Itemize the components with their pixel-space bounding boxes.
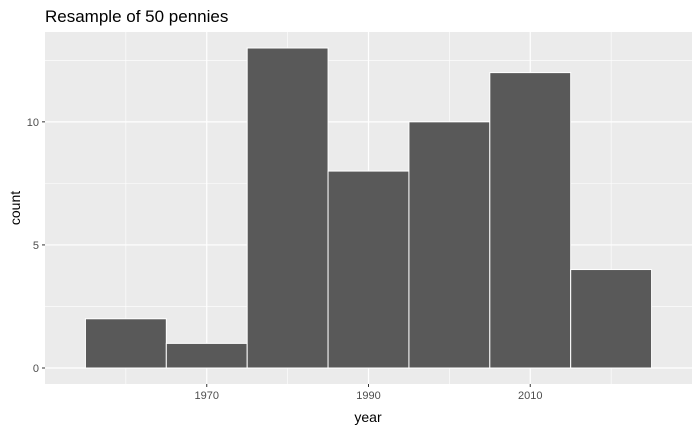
y-axis-title: count	[7, 191, 23, 225]
y-tick-label: 5	[33, 240, 39, 252]
y-tick-label: 0	[33, 363, 39, 375]
x-axis: 1970 1990 2010	[195, 384, 542, 402]
y-axis: 0 5 10	[27, 117, 45, 375]
chart-title: Resample of 50 pennies	[45, 7, 228, 26]
x-tick-label: 2010	[518, 390, 542, 402]
histogram-bar-6	[489, 72, 572, 369]
histogram-bar-3	[246, 47, 329, 369]
histogram-bar-2	[165, 342, 248, 369]
y-tick-label: 10	[27, 117, 39, 129]
histogram-bar-5	[408, 121, 491, 369]
histogram-bars	[84, 47, 653, 369]
histogram-bar-4	[327, 170, 410, 369]
x-axis-title: year	[354, 409, 382, 425]
x-tick-label: 1990	[356, 390, 380, 402]
histogram-bar-1	[84, 318, 167, 369]
x-tick-label: 1970	[195, 390, 219, 402]
histogram-bar-7	[570, 269, 653, 369]
